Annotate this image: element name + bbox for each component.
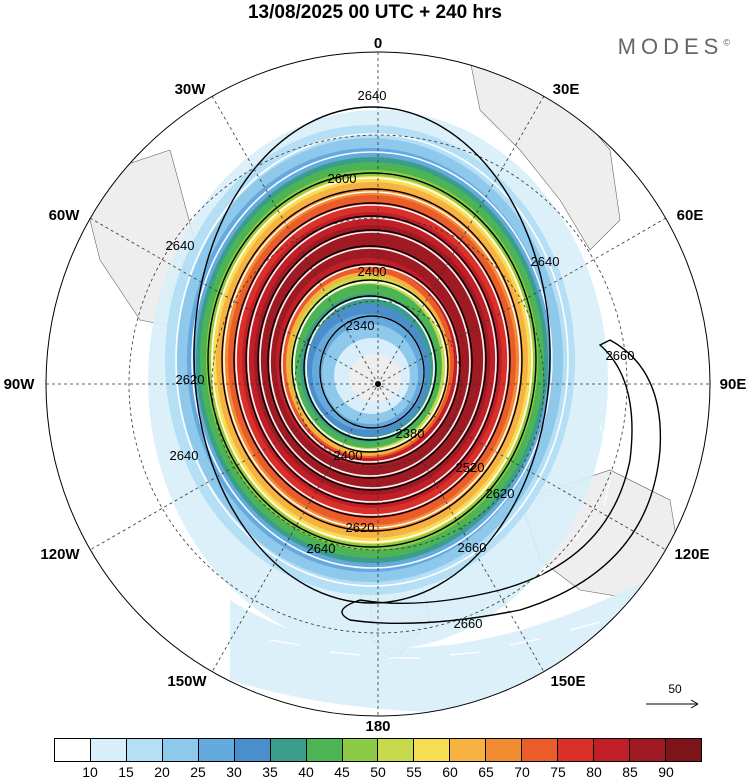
colorbar-tick-label: 20 [154, 764, 170, 780]
colorbar-swatch [558, 739, 595, 761]
colorbar-swatch [630, 739, 666, 761]
wind-streamlines [175, 133, 569, 587]
colorbar-tick-label: 85 [622, 764, 638, 780]
contour-label: 2600 [328, 171, 357, 186]
colorbar-tick-label: 15 [118, 764, 134, 780]
colorbar-swatch [450, 739, 487, 761]
map-title: 13/08/2025 00 UTC + 240 hrs [247, 2, 503, 23]
height-contours [193, 106, 662, 625]
colorbar-tick-label: 35 [262, 764, 278, 780]
colorbar-tick-label: 30 [226, 764, 242, 780]
contour-label: 2640 [166, 238, 195, 253]
colorbar-tick-label: 55 [406, 764, 422, 780]
colorbar-swatch [306, 739, 343, 761]
contour-label: 2640 [307, 541, 336, 556]
contour-label: 2520 [456, 460, 485, 475]
lon-label-120e: 120E [674, 546, 709, 563]
colorbar-swatch [270, 739, 307, 761]
colorbar-swatch [378, 739, 415, 761]
scale-arrow-icon [646, 699, 699, 709]
contour-label: 2400 [334, 448, 363, 463]
contour-label: 2660 [606, 348, 635, 363]
lon-label-120w: 120W [40, 546, 80, 563]
colorbar-tick-label: 60 [442, 764, 458, 780]
contour-label: 2640 [531, 254, 560, 269]
lon-label-180: 180 [365, 718, 390, 735]
contour-label: 2640 [358, 88, 387, 103]
colorbar-swatch [55, 739, 91, 761]
lon-label-150w: 150W [167, 673, 207, 690]
contour-label: 2660 [458, 540, 487, 555]
lon-label-30e: 30E [553, 81, 580, 98]
contour-label: 2380 [396, 426, 425, 441]
colorbar-swatch [486, 739, 523, 761]
lon-label-30w: 30W [175, 81, 207, 98]
lon-label-60e: 60E [677, 207, 704, 224]
colorbar-tick-label: 50 [370, 764, 386, 780]
lon-label-0: 0 [374, 35, 382, 52]
scale-vector-label: 50 [668, 682, 682, 696]
colorbar-swatch [414, 739, 451, 761]
colorbar-swatch [198, 739, 235, 761]
brand-logo: MODES© [618, 34, 730, 60]
contour-label: 2640 [170, 448, 199, 463]
colorbar-swatch [342, 739, 379, 761]
south-pole-dot [375, 381, 381, 387]
contour-label: 2400 [358, 264, 387, 279]
colorbar-tick-label: 40 [298, 764, 314, 780]
lon-label-60w: 60W [49, 207, 81, 224]
colorbar-tick-label: 75 [550, 764, 566, 780]
colorbar-swatch [522, 739, 559, 761]
colorbar-tick-label: 45 [334, 764, 350, 780]
brand-mark: © [723, 37, 730, 48]
polar-map: 0 30E 60E 90E 120E 150E 180 150W 120W 90… [4, 35, 747, 735]
colorbar-swatch [162, 739, 199, 761]
brand-text: MODES [617, 34, 724, 59]
lon-label-90e: 90E [720, 376, 747, 393]
lon-label-150e: 150E [550, 673, 585, 690]
contour-label: 2620 [176, 372, 205, 387]
colorbar-swatch [665, 739, 701, 761]
colorbar-swatch [90, 739, 127, 761]
colorbar [54, 738, 702, 762]
colorbar-tick-label: 90 [658, 764, 674, 780]
colorbar-tick-label: 65 [478, 764, 494, 780]
scale-vector: 50 [640, 680, 710, 710]
lon-label-90w: 90W [4, 376, 36, 393]
map-border [45, 51, 711, 717]
colorbar-swatch [594, 739, 630, 761]
contour-label: 2660 [454, 616, 483, 631]
colorbar-swatch [234, 739, 271, 761]
colorbar-swatch [126, 739, 163, 761]
contour-label: 2340 [346, 318, 375, 333]
colorbar-tick-label: 70 [514, 764, 530, 780]
colorbar-tick-label: 25 [190, 764, 206, 780]
contour-label: 2620 [346, 520, 375, 535]
colorbar-tick-label: 10 [82, 764, 98, 780]
colorbar-ticks: 10 15 20 25 30 35 40 45 50 55 60 65 70 75 80 85 90 [54, 764, 702, 782]
colorbar-tick-label: 80 [586, 764, 602, 780]
contour-label: 2620 [486, 486, 515, 501]
